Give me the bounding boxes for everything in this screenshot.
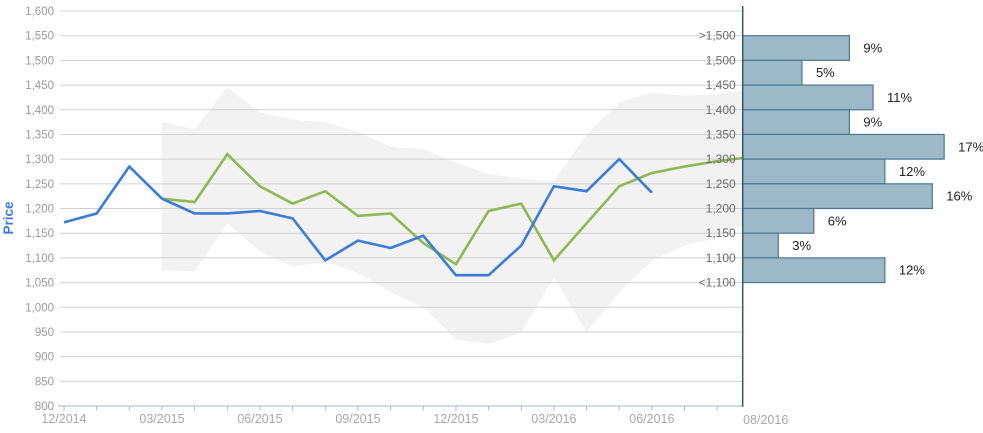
x-tick-label: 03/2015 [139,412,184,426]
bar-value-label: 12% [899,164,925,179]
forecast-range-band [161,87,747,345]
y-tick-label: 1,500 [25,55,54,67]
y-tick-label: 1,550 [25,31,54,43]
histogram-bar [742,133,945,160]
histogram-bar [742,109,850,136]
y-tick-label: 1,000 [25,302,54,314]
y-tick-label: 1,350 [25,129,54,141]
histogram-bar [742,59,803,86]
y-tick-label: 1,100 [25,253,54,265]
x-tick-label: 12/2015 [433,412,478,426]
bin-edge-label: 1,200 [706,202,736,216]
y-tick-label: 1,400 [25,105,54,117]
bin-edge-label: 1,400 [706,103,736,117]
histogram-bar [742,84,874,111]
histogram-bar [742,257,886,284]
bin-edge-label: <1,100 [699,276,736,290]
bar-value-label: 5% [816,65,835,80]
x-tick-label: 12/2014 [41,412,86,426]
histogram-bar [742,207,815,234]
bar-value-label: 9% [863,115,882,130]
bar-value-label: 3% [792,238,811,253]
bar-value-label: 17% [958,139,983,154]
bin-edge-label: 1,500 [706,53,736,67]
x-tick-label: 06/2016 [629,412,674,426]
price-estimate-line [161,152,747,267]
histogram-bar [742,183,933,210]
price-axis-title: Price [1,201,16,235]
y-tick-label: 950 [35,327,54,339]
histogram-bar [742,158,886,185]
y-tick-label: 850 [35,376,54,388]
y-tick-label: 1,300 [25,154,54,166]
bar-value-label: 9% [863,41,882,56]
bin-edge-label: 1,450 [706,78,736,92]
bin-edge-label: 1,300 [706,152,736,166]
histogram-bar [742,232,779,259]
y-tick-label: 900 [35,352,54,364]
bar-value-label: 16% [946,189,972,204]
bin-edge-label: 1,350 [706,127,736,141]
x-tick-label: 03/2016 [531,412,576,426]
x-tick-label: 06/2015 [237,412,282,426]
bar-value-label: 11% [887,90,912,105]
y-tick-label: 1,450 [25,80,54,92]
y-tick-label: 1,250 [25,179,54,191]
y-tick-label: 800 [35,401,54,413]
bin-edge-label: 1,250 [706,177,736,191]
bar-value-label: 12% [899,263,925,278]
bin-edge-label: >1,500 [699,29,736,43]
x-tick-label: 09/2015 [335,412,380,426]
price-actual-line [63,157,653,277]
bar-value-label: 6% [828,213,847,228]
y-tick-label: 1,200 [25,204,54,216]
y-tick-label: 1,050 [25,278,54,290]
bin-edge-label: 1,100 [706,251,736,265]
bin-edge-label: 1,150 [706,226,736,240]
histogram-bar [742,35,850,61]
histogram-date-label: 08/2016 [743,413,788,427]
y-tick-label: 1,600 [25,6,54,18]
y-tick-label: 1,150 [25,228,54,240]
